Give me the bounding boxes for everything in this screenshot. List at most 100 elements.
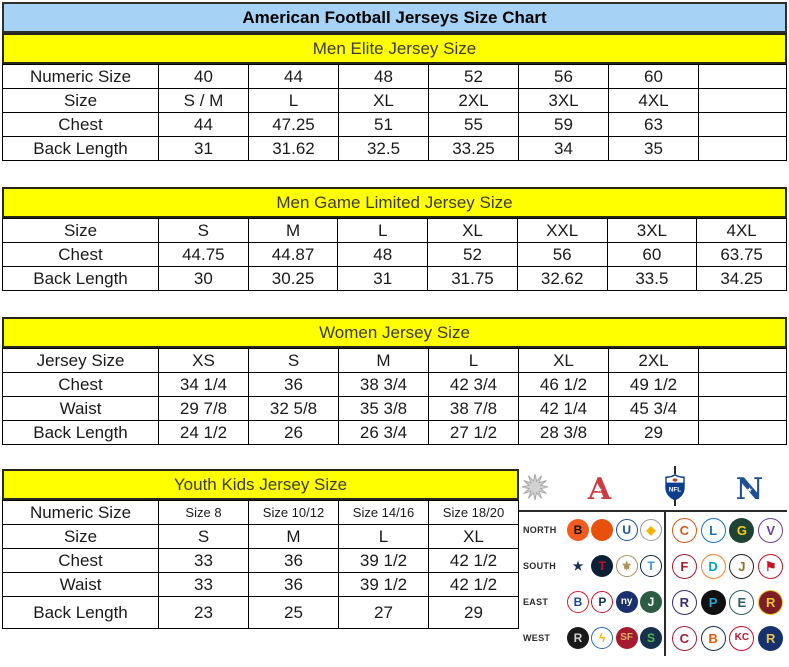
- size-cell: Size 18/20: [428, 500, 519, 525]
- size-cell: M: [338, 348, 429, 373]
- size-cell: [698, 112, 787, 137]
- table-row: Back Length 24 1/2 26 26 3/4 27 1/2 28 3/8 29: [2, 420, 787, 445]
- team-logo-browns: [591, 519, 614, 541]
- section-header-men-game-limited: Men Game Limited Jersey Size: [2, 187, 787, 218]
- team-logo-vikings: V: [758, 517, 784, 543]
- size-cell: 35: [608, 136, 699, 161]
- section-header-youth-kids: Youth Kids Jersey Size: [2, 469, 519, 500]
- section-youth-kids: Youth Kids Jersey Size Numeric Size Size …: [2, 469, 519, 656]
- size-cell: Size 14/16: [338, 500, 429, 525]
- size-cell: 32.5: [338, 136, 429, 161]
- size-cell: S / M: [158, 88, 249, 113]
- table-row: Waist 33 36 39 1/2 42 1/2: [2, 572, 519, 597]
- size-cell: 56: [518, 64, 609, 89]
- division-label: WEST: [523, 633, 551, 643]
- team-logo-eagles: E: [729, 589, 755, 615]
- table-row: Back Length 23 25 27 29: [2, 596, 519, 629]
- division-row-south: SOUTH ★ T ⚜ T F D J ⚑: [519, 548, 787, 584]
- team-logo-49ers: SF: [615, 627, 638, 649]
- team-logo-ravens: R: [671, 589, 697, 615]
- size-cell: 59: [518, 112, 609, 137]
- nfl-logo-panel: A ★ NFL N ★ NORTH B U ◆ C L G V SOU: [519, 469, 787, 656]
- size-cell: 2XL: [608, 348, 699, 373]
- table-row: Chest 34 1/4 36 38 3/4 42 3/4 46 1/2 49 1/2: [2, 372, 787, 397]
- team-logo-jaguars: J: [729, 553, 755, 579]
- table-row: Size S M L XL XXL 3XL 4XL: [2, 218, 787, 243]
- table-row: Size S / M L XL 2XL 3XL 4XL: [2, 88, 787, 113]
- size-cell: L: [337, 218, 429, 243]
- size-cell: 40: [158, 64, 249, 89]
- team-logo-seahawks: S: [639, 627, 662, 649]
- size-cell: 3XL: [606, 218, 698, 243]
- row-label: Back Length: [2, 596, 159, 629]
- size-cell: 3XL: [518, 88, 609, 113]
- size-cell: 47.25: [248, 112, 339, 137]
- row-label: Back Length: [2, 136, 159, 161]
- svg-text:NFL: NFL: [668, 487, 681, 494]
- size-cell: S: [158, 524, 249, 549]
- size-cell: M: [247, 218, 339, 243]
- table-row: Back Length 31 31.62 32.5 33.25 34 35: [2, 136, 787, 161]
- size-cell: 63.75: [696, 242, 787, 267]
- row-label: Back Length: [2, 266, 159, 291]
- team-logo-jets: J: [639, 591, 662, 613]
- conference-header-row: A ★ NFL N ★: [519, 469, 787, 512]
- size-cell: L: [338, 524, 429, 549]
- team-logo-chiefs: KC: [729, 625, 755, 651]
- size-table-men-elite: Numeric Size 40 44 48 52 56 60 Size S / M L XL 2XL 3…: [2, 64, 787, 161]
- size-cell: 28 3/8: [518, 420, 609, 445]
- team-logo-bears: C: [671, 517, 697, 543]
- size-cell: 42 1/4: [518, 396, 609, 421]
- team-logo-chargers: ϟ: [591, 627, 614, 649]
- size-cell: 23: [158, 596, 249, 629]
- size-cell: 42 3/4: [428, 372, 519, 397]
- size-cell: 39 1/2: [338, 572, 429, 597]
- team-logo-giants: ny: [615, 591, 638, 613]
- team-logo-falcons: F: [671, 553, 697, 579]
- size-cell: S: [158, 218, 249, 243]
- size-cell: 36: [248, 572, 339, 597]
- afc-stars: ★: [596, 486, 603, 495]
- size-cell: 2XL: [428, 88, 519, 113]
- table-row: Chest 33 36 39 1/2 42 1/2: [2, 548, 519, 573]
- row-label: Jersey Size: [2, 348, 159, 373]
- size-cell: 46 1/2: [518, 372, 609, 397]
- size-cell: 26: [248, 420, 339, 445]
- size-table-men-game-limited: Size S M L XL XXL 3XL 4XL Chest 44.75 44.87 48 52 56 6…: [2, 218, 787, 291]
- size-table-youth-kids: Numeric Size Size 8 Size 10/12 Size 14/16 Si…: [2, 500, 519, 629]
- size-cell: Size 10/12: [248, 500, 339, 525]
- team-logo-titans: T: [639, 555, 662, 577]
- size-cell: 44.87: [247, 242, 339, 267]
- size-cell: 4XL: [696, 218, 787, 243]
- section-header-men-elite: Men Elite Jersey Size: [2, 33, 787, 64]
- size-cell: 42 1/2: [428, 572, 519, 597]
- size-cell: XL: [518, 348, 609, 373]
- table-row: Back Length 30 30.25 31 31.75 32.62 33.5 34.25: [2, 266, 787, 291]
- size-cell: 30.25: [247, 266, 339, 291]
- size-cell: 30: [158, 266, 249, 291]
- size-cell: [698, 136, 787, 161]
- table-row: Size S M L XL: [2, 524, 519, 549]
- size-cell: Size 8: [158, 500, 249, 525]
- size-cell: 27: [338, 596, 429, 629]
- size-cell: [698, 420, 787, 445]
- division-label: SOUTH: [523, 561, 556, 571]
- team-logo-bills: B: [567, 591, 589, 613]
- size-cell: 60: [606, 242, 698, 267]
- team-logo-rams: R: [758, 625, 784, 651]
- size-cell: L: [248, 88, 339, 113]
- team-logo-buccaneers: ⚑: [758, 553, 784, 579]
- size-cell: 31: [337, 266, 429, 291]
- division-label: NORTH: [523, 525, 557, 535]
- team-logo-texans: T: [591, 555, 614, 577]
- size-cell: 55: [428, 112, 519, 137]
- size-cell: 32.62: [516, 266, 608, 291]
- team-logo-lions: L: [700, 517, 726, 543]
- row-label: Waist: [2, 396, 159, 421]
- row-label: Numeric Size: [2, 64, 159, 89]
- size-cell: XS: [158, 348, 249, 373]
- size-cell: 35 3/8: [338, 396, 429, 421]
